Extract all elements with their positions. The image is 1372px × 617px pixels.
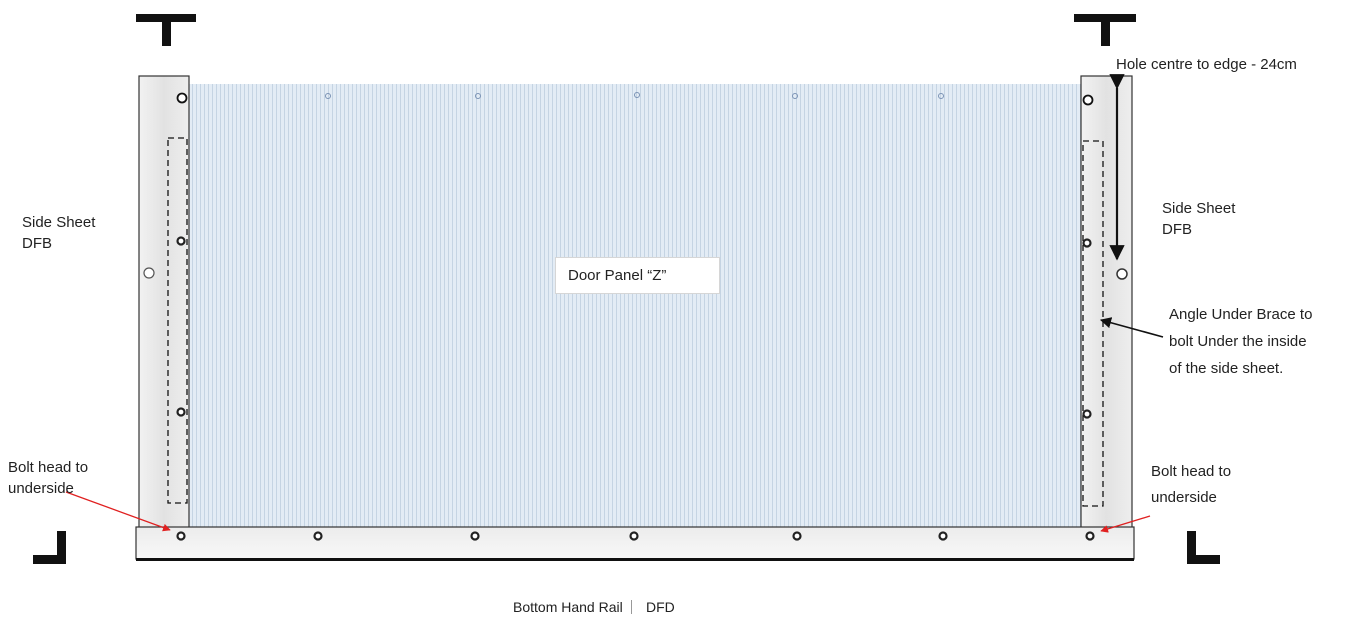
bolt-icon <box>1082 238 1092 248</box>
bottom-right-l-bracket <box>1187 531 1220 564</box>
right-bolt-head-arrow <box>1100 515 1151 533</box>
panel-hole <box>634 92 640 98</box>
angle-brace-label-line3: of the side sheet. <box>1169 360 1284 377</box>
bolt-icon <box>470 531 480 541</box>
right-side-sheet <box>1080 75 1133 529</box>
panel-hole <box>792 93 798 99</box>
bolt-icon <box>176 407 186 417</box>
angle-brace-label-line2: bolt Under the inside <box>1169 333 1307 350</box>
bottom-rail-code-label: DFD <box>646 599 675 615</box>
right-side-hole <box>1116 268 1128 280</box>
bolt-icon <box>176 236 186 246</box>
top-left-hole <box>176 92 188 104</box>
bolt-icon <box>1082 409 1092 419</box>
panel-hole <box>475 93 481 99</box>
left-angle-brace-outline <box>167 137 188 504</box>
panel-hole <box>938 93 944 99</box>
bolt-head-right-label-line1: Bolt head to <box>1151 463 1232 480</box>
angle-brace-label-line1: Angle Under Brace to <box>1169 306 1313 323</box>
bolt-icon <box>792 531 802 541</box>
bolt-icon <box>1085 531 1095 541</box>
bottom-hand-rail-edge <box>136 558 1134 561</box>
bolt-head-left-label-line2: underside <box>8 480 74 497</box>
bottom-left-l-bracket <box>33 531 66 564</box>
side-bolts <box>176 236 1092 419</box>
hole-centre-label: Hole centre to edge - 24cm <box>1116 56 1297 73</box>
bolt-icon <box>313 531 323 541</box>
bottom-rail-label: Bottom Hand Rail <box>513 599 623 615</box>
bolt-head-left-label-line1: Bolt head to <box>8 459 89 476</box>
rail-bolts <box>176 531 1095 541</box>
panel-hole <box>325 93 331 99</box>
right-side-sheet-label-line1: Side Sheet <box>1162 200 1236 217</box>
top-right-hole <box>1082 94 1094 106</box>
right-side-sheet-label-line2: DFB <box>1162 221 1192 238</box>
angle-brace-pointer-arrow <box>1099 317 1164 338</box>
left-side-sheet <box>138 75 190 529</box>
panel-top-holes <box>325 92 944 99</box>
bolt-icon <box>938 531 948 541</box>
bottom-rail-cursor <box>631 600 632 614</box>
top-right-t-bracket <box>1074 14 1136 46</box>
bolt-icon <box>176 531 186 541</box>
left-side-hole <box>143 267 155 279</box>
bolt-head-right-label-line2: underside <box>1151 489 1217 506</box>
door-panel-surface <box>188 84 1083 528</box>
left-side-sheet-label-line2: DFB <box>22 235 52 252</box>
top-left-t-bracket <box>136 14 196 46</box>
left-bolt-head-arrow <box>65 491 171 532</box>
left-side-sheet-label-line1: Side Sheet <box>22 214 96 231</box>
door-panel-label: Door Panel “Z” <box>555 257 720 294</box>
bolt-icon <box>629 531 639 541</box>
